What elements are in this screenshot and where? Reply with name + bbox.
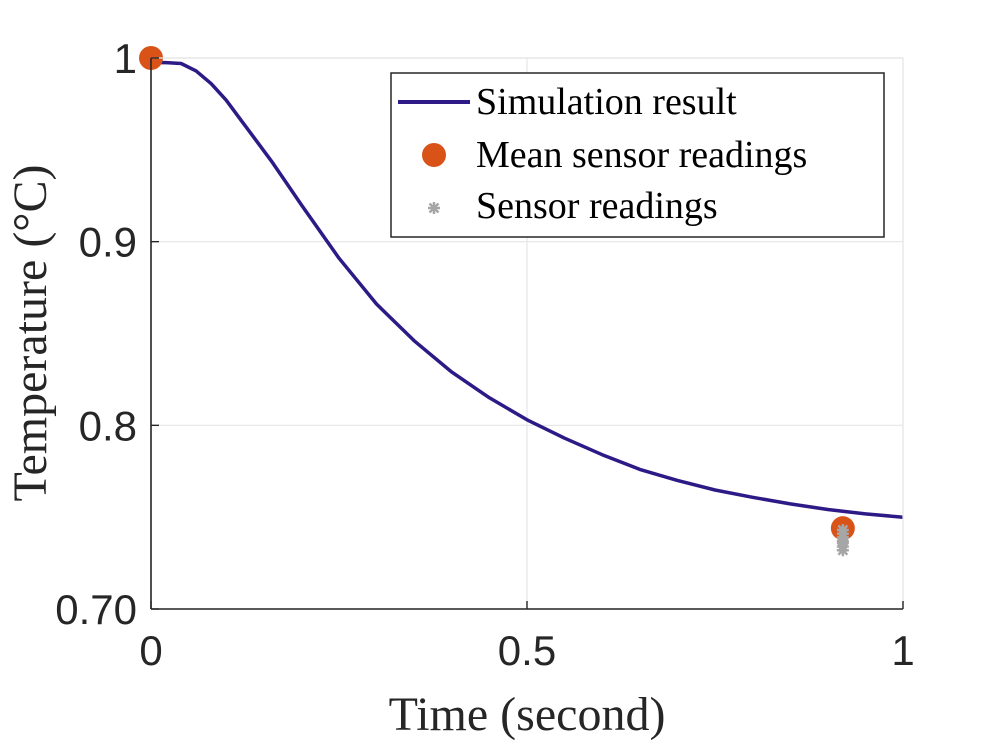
x-tick-label-2: 1 [891,627,914,674]
y-axis-label: Temperature (°C) [4,164,57,501]
legend-label-mean: Mean sensor readings [476,134,807,176]
sensor-reading-point-6 [836,544,849,557]
axes [150,57,904,610]
simulation-line [151,60,904,519]
y-tick-label-0: 0.70 [55,586,137,633]
legend-label-simulation: Simulation result [476,81,737,123]
series-layer [139,46,904,557]
tick-labels: 0 0.5 1 0.70 0.8 0.9 1 [55,35,914,674]
legend: Simulation result Mean sensor readings S… [390,72,885,238]
x-axis-label: Time (second) [389,688,666,741]
y-tick-label-2: 0.9 [79,219,137,266]
y-tick-label-1: 0.8 [79,402,137,449]
y-tick-label-3: 1 [114,35,137,82]
x-tick-label-0: 0 [139,627,162,674]
legend-marker-mean [422,143,446,167]
legend-box [390,72,885,238]
x-tick-label-1: 0.5 [498,627,556,674]
legend-label-sensor: Sensor readings [476,185,718,227]
legend-marker-sensor [428,202,440,214]
